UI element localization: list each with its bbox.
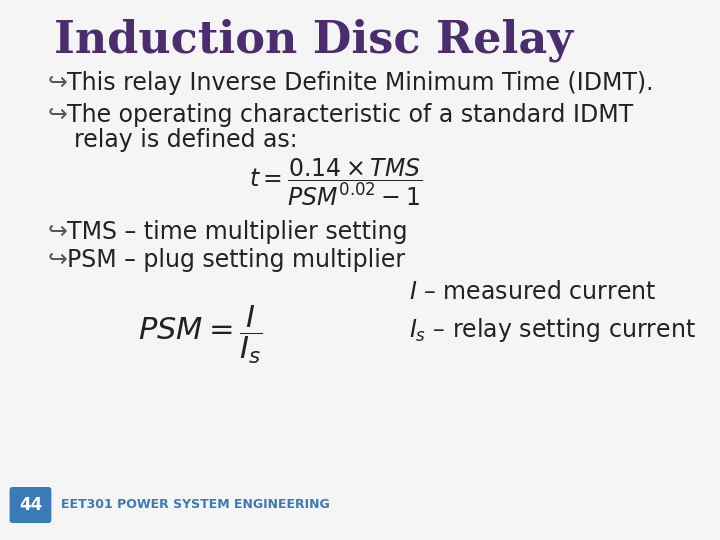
Text: Induction Disc Relay: Induction Disc Relay [54,18,573,62]
FancyBboxPatch shape [0,0,629,540]
Text: relay is defined as:: relay is defined as: [74,128,297,152]
Text: $I_s$ – relay setting current: $I_s$ – relay setting current [409,316,696,344]
Text: ↪: ↪ [48,220,68,244]
Text: The operating characteristic of a standard IDMT: The operating characteristic of a standa… [67,103,634,127]
Text: ↪: ↪ [48,71,68,95]
Text: EET301 POWER SYSTEM ENGINEERING: EET301 POWER SYSTEM ENGINEERING [61,498,330,511]
FancyBboxPatch shape [9,487,51,523]
Text: $I$ – measured current: $I$ – measured current [409,280,657,304]
Text: TMS – time multiplier setting: TMS – time multiplier setting [67,220,408,244]
Text: ↪: ↪ [48,103,68,127]
Text: PSM – plug setting multiplier: PSM – plug setting multiplier [67,248,405,272]
Text: ↪: ↪ [48,248,68,272]
Text: $t = \dfrac{0.14 \times TMS}{PSM^{0.02}-1}$: $t = \dfrac{0.14 \times TMS}{PSM^{0.02}-… [248,156,422,208]
Text: This relay Inverse Definite Minimum Time (IDMT).: This relay Inverse Definite Minimum Time… [67,71,654,95]
Text: $PSM = \dfrac{I}{I_s}$: $PSM = \dfrac{I}{I_s}$ [138,303,263,366]
Text: 44: 44 [19,496,42,514]
